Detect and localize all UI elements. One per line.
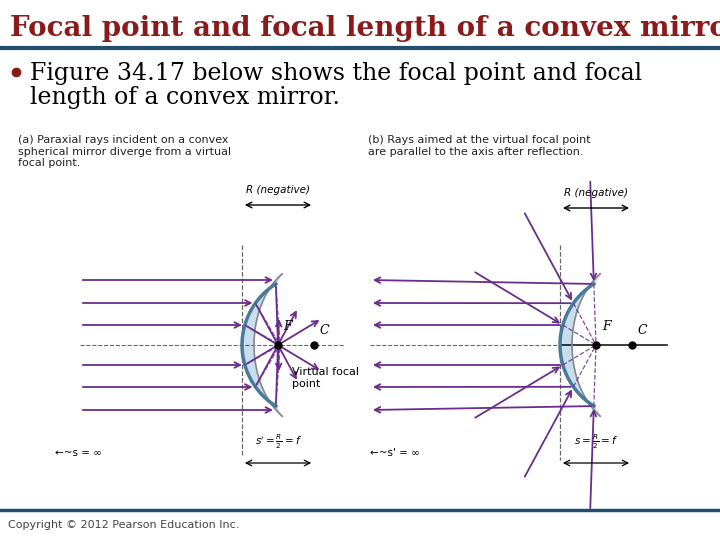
Text: Copyright © 2012 Pearson Education Inc.: Copyright © 2012 Pearson Education Inc.: [8, 520, 239, 530]
Text: $s' = \frac{R}{2} = f$: $s' = \frac{R}{2} = f$: [254, 433, 302, 451]
Text: ←~s = ∞: ←~s = ∞: [55, 448, 102, 458]
Text: R (negative): R (negative): [564, 188, 628, 198]
Text: (b) Rays aimed at the virtual focal point
are parallel to the axis after reflect: (b) Rays aimed at the virtual focal poin…: [368, 135, 590, 157]
Text: $s = \frac{R}{2} = f$: $s = \frac{R}{2} = f$: [574, 433, 618, 451]
Text: C: C: [320, 324, 330, 337]
Polygon shape: [560, 274, 600, 416]
Text: Virtual focal
point: Virtual focal point: [292, 367, 359, 389]
Text: length of a convex mirror.: length of a convex mirror.: [30, 86, 340, 109]
Text: Figure 34.17 below shows the focal point and focal: Figure 34.17 below shows the focal point…: [30, 62, 642, 85]
Text: (a) Paraxial rays incident on a convex
spherical mirror diverge from a virtual
f: (a) Paraxial rays incident on a convex s…: [18, 135, 231, 168]
Text: Focal point and focal length of a convex mirror: Focal point and focal length of a convex…: [10, 15, 720, 42]
Text: F: F: [602, 320, 611, 333]
Text: C: C: [638, 324, 647, 337]
Bar: [0, 0, 720, 48]
Polygon shape: [242, 274, 282, 416]
Text: ←~s' = ∞: ←~s' = ∞: [370, 448, 420, 458]
Text: R (negative): R (negative): [246, 185, 310, 195]
Text: F: F: [283, 320, 292, 333]
